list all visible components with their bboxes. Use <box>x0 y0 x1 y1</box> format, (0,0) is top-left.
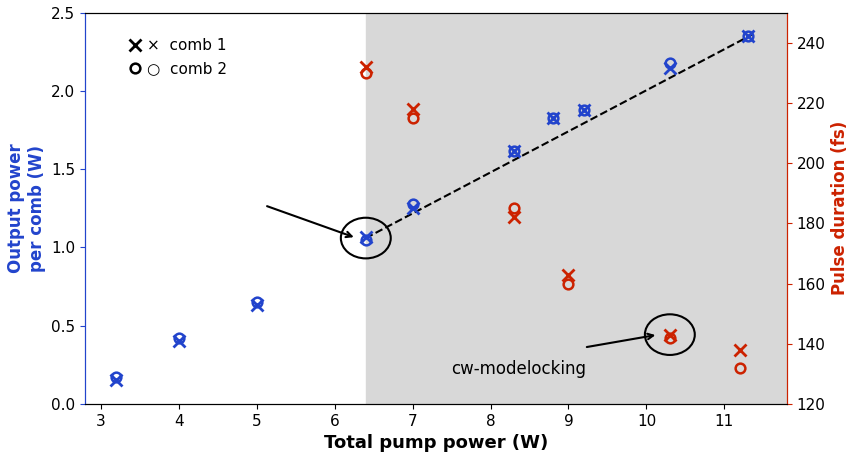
Text: cw-modelocking: cw-modelocking <box>452 360 586 378</box>
X-axis label: Total pump power (W): Total pump power (W) <box>324 434 548 452</box>
Y-axis label: Output power
per comb (W): Output power per comb (W) <box>7 144 45 273</box>
Y-axis label: Pulse duration (fs): Pulse duration (fs) <box>831 121 849 296</box>
Bar <box>366 13 826 404</box>
Legend: ×  comb 1, ○  comb 2: × comb 1, ○ comb 2 <box>121 32 233 82</box>
